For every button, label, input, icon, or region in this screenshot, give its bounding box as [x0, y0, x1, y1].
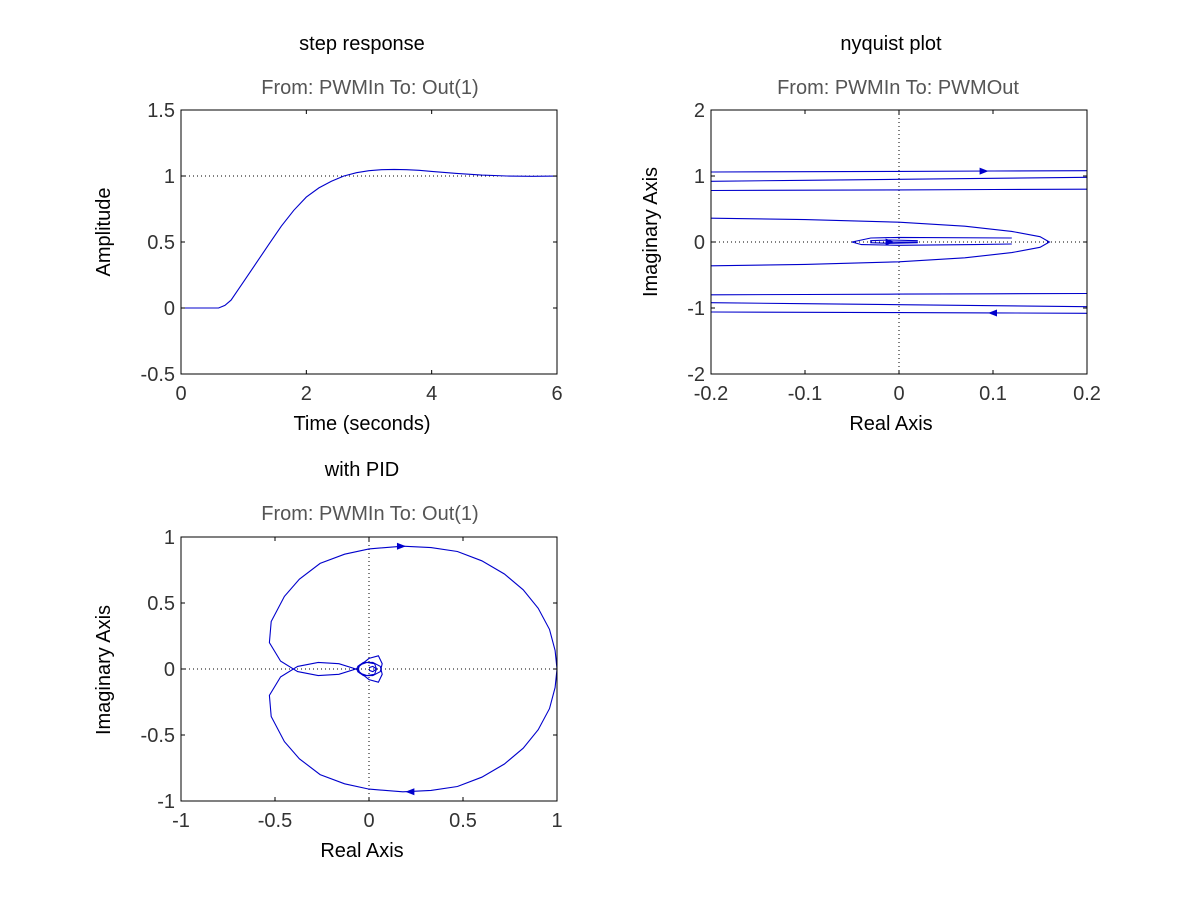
step-ylabel: Amplitude	[93, 188, 115, 277]
nyquist-subtitle: From: PWMIn To: PWMOut	[777, 77, 1019, 99]
pid-xtick-label: 0	[363, 810, 374, 832]
nyquist-ytick-label: 1	[694, 166, 705, 188]
step-xlabel: Time (seconds)	[293, 413, 430, 435]
nyquist-series-8	[710, 302, 1088, 308]
step-plot-area: 0 2 4 6-0.500.511.5	[141, 100, 563, 405]
step-ytick-label: 1	[164, 166, 175, 188]
pid-ytick-label: 0.5	[147, 593, 175, 615]
nyquist-series-7	[710, 292, 1088, 296]
step-ytick-label: 1.5	[147, 100, 175, 122]
nyquist-xtick-label: 0.1	[979, 383, 1007, 405]
step-xtick-label: 4	[426, 383, 437, 405]
nyquist-ytick-label: 0	[694, 232, 705, 254]
pid-direction-arrow-0	[396, 542, 406, 550]
nyquist-series-1	[710, 176, 1088, 182]
nyquist-ylabel: Imaginary Axis	[640, 167, 662, 297]
step-ytick-label: 0	[164, 298, 175, 320]
step-ytick-label: -0.5	[141, 364, 175, 386]
pid-title: with PID	[324, 459, 399, 481]
nyquist-series-3	[710, 217, 1051, 267]
nyquist-ytick-label: 2	[694, 100, 705, 122]
nyquist-direction-arrow-2	[885, 238, 895, 246]
step-title: step response	[299, 33, 425, 55]
pid-xlabel: Real Axis	[320, 840, 403, 862]
step-subtitle: From: PWMIn To: Out(1)	[261, 77, 478, 99]
step-xtick-label: 6	[551, 383, 562, 405]
step-xtick-label: 0	[175, 383, 186, 405]
nyquist-ytick-label: -1	[687, 298, 705, 320]
step-ytick-label: 0.5	[147, 232, 175, 254]
nyquist-xtick-label: -0.1	[788, 383, 822, 405]
pid-subtitle: From: PWMIn To: Out(1)	[261, 503, 478, 525]
pid-panel: with PID From: PWMIn To: Out(1) Real Axi…	[93, 459, 563, 862]
pid-ylabel: Imaginary Axis	[93, 605, 115, 735]
nyquist-ytick-label: -2	[687, 364, 705, 386]
pid-xtick-label: 1	[551, 810, 562, 832]
nyquist-xtick-label: 0.2	[1073, 383, 1101, 405]
pid-xtick-label: -0.5	[258, 810, 292, 832]
nyquist-xtick-label: 0	[893, 383, 904, 405]
nyquist-series-4	[851, 236, 1012, 246]
pid-ytick-label: 1	[164, 527, 175, 549]
nyquist-series-0	[710, 170, 1088, 173]
step-xtick-label: 2	[301, 383, 312, 405]
nyquist-direction-arrow-1	[988, 309, 997, 317]
pid-xtick-label: 0.5	[449, 810, 477, 832]
step-series-0	[181, 168, 558, 309]
nyquist-panel: nyquist plot From: PWMIn To: PWMOut Real…	[640, 33, 1101, 435]
nyquist-xlabel: Real Axis	[849, 413, 932, 435]
pid-ytick-label: 0	[164, 659, 175, 681]
nyquist-title: nyquist plot	[840, 33, 942, 55]
pid-direction-arrow-1	[405, 788, 415, 796]
nyquist-series-2	[710, 188, 1088, 192]
pid-series-1	[268, 661, 558, 793]
pid-ytick-label: -1	[157, 791, 175, 813]
nyquist-series-5	[870, 239, 918, 244]
nyquist-direction-arrow-0	[979, 167, 989, 175]
pid-xtick-label: -1	[172, 810, 190, 832]
pid-plot-area: -1 -0.5 0 0.5 1 -1 -0.5 0 0.5 1	[141, 527, 563, 832]
nyquist-plot-area: -0.2 -0.1 0 0.1 0.2 -2 -1 0 1 2	[687, 100, 1101, 405]
nyquist-xtick-label: -0.2	[694, 383, 728, 405]
nyquist-series-9	[710, 311, 1088, 314]
step-response-panel: step response From: PWMIn To: Out(1) Tim…	[93, 33, 563, 435]
pid-ytick-label: -0.5	[141, 725, 175, 747]
